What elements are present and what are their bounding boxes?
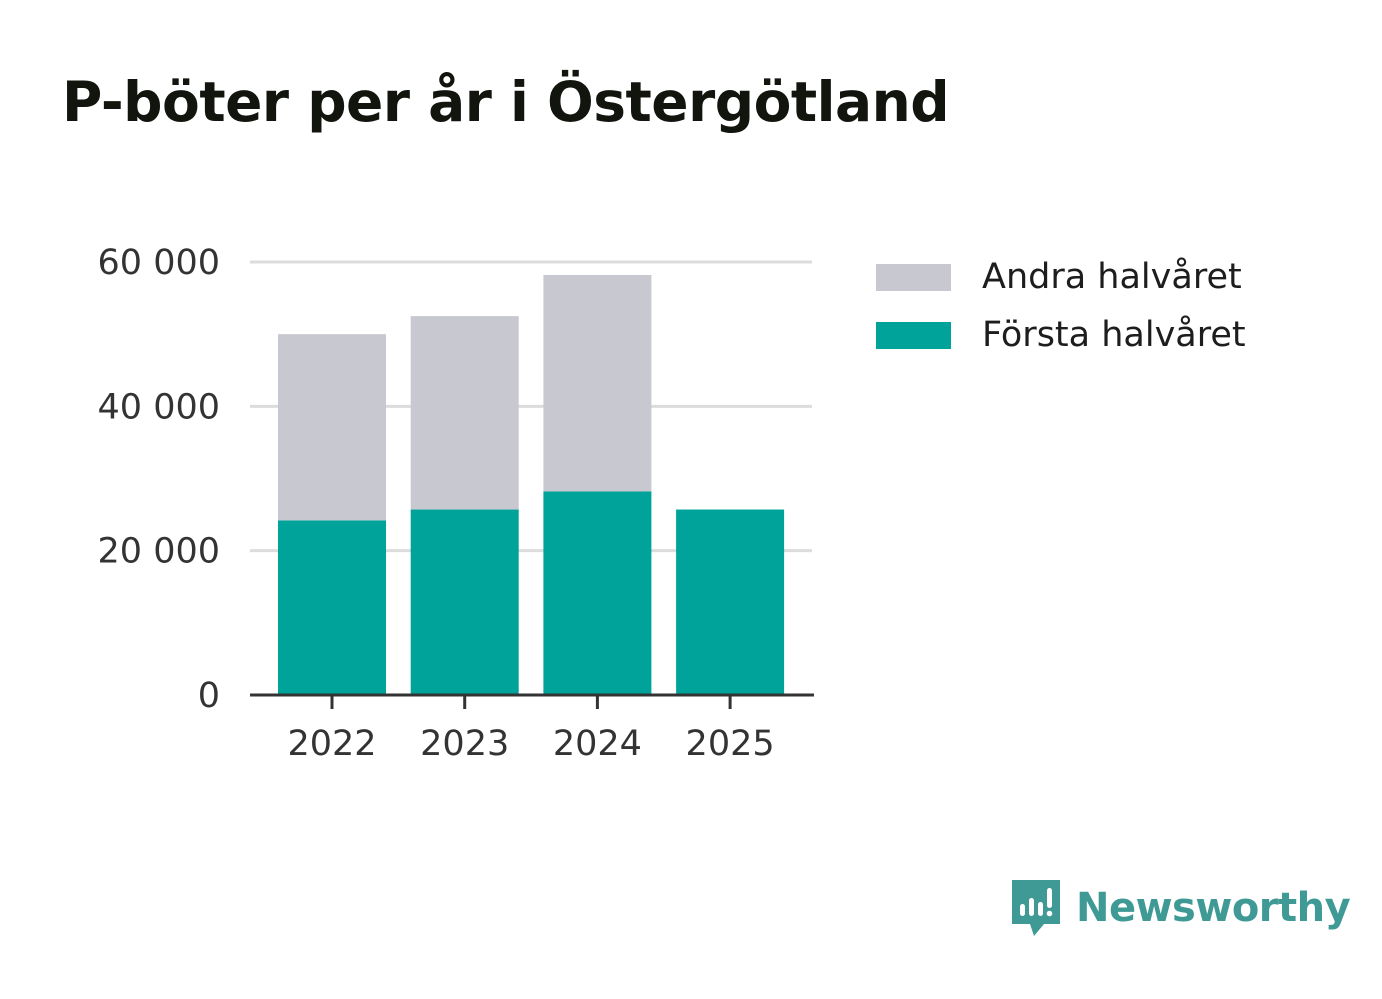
bar-2023-andra[interactable] xyxy=(410,316,519,510)
x-tick-label: 2022 xyxy=(287,724,376,764)
newsworthy-logo-icon xyxy=(1012,880,1060,936)
x-tick-label: 2023 xyxy=(420,724,509,764)
legend-label-andra: Andra halvåret xyxy=(982,257,1242,297)
y-tick-label: 0 xyxy=(198,676,220,716)
legend-swatch-forsta xyxy=(876,321,951,349)
legend: Andra halvåret Första halvåret xyxy=(876,248,1246,364)
bar-2022-forsta[interactable] xyxy=(278,520,386,695)
x-tick-label: 2024 xyxy=(553,724,642,764)
y-tick-label: 40 000 xyxy=(98,387,220,427)
y-tick-label: 20 000 xyxy=(98,532,220,572)
y-tick-label: 60 000 xyxy=(98,243,220,283)
bar-2025-forsta[interactable] xyxy=(676,509,785,695)
bars xyxy=(278,274,785,695)
legend-swatch-andra xyxy=(876,263,951,291)
x-axis-tick-labels: 2022 2023 2024 2025 xyxy=(287,695,775,764)
bar-2023-forsta[interactable] xyxy=(410,509,519,695)
brand-logo[interactable]: Newsworthy xyxy=(1010,878,1351,938)
legend-item-andra[interactable]: Andra halvåret xyxy=(876,248,1246,306)
legend-item-forsta[interactable]: Första halvåret xyxy=(876,306,1246,364)
chart-title: P-böter per år i Östergötland xyxy=(62,70,950,134)
y-axis-tick-labels: 0 20 000 40 000 60 000 xyxy=(98,243,220,716)
bar-2024-forsta[interactable] xyxy=(543,491,652,695)
brand-name: Newsworthy xyxy=(1076,885,1351,931)
legend-label-forsta: Första halvåret xyxy=(982,315,1246,355)
bar-2024-andra[interactable] xyxy=(543,274,652,492)
x-tick-label: 2025 xyxy=(686,724,775,764)
bar-2022-andra[interactable] xyxy=(278,334,386,521)
